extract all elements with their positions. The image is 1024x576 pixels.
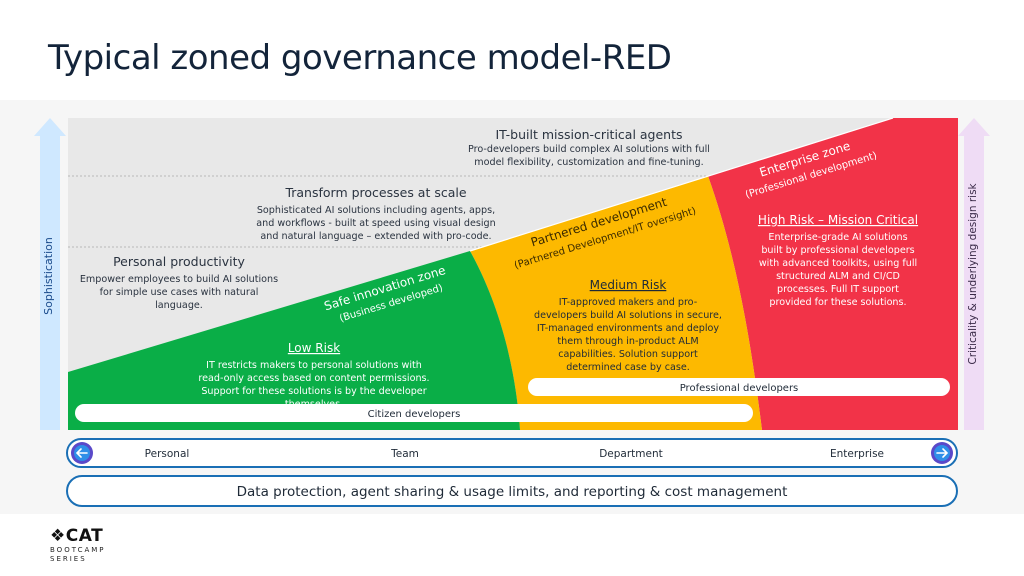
tier-transform-heading: Transform processes at scale bbox=[284, 185, 466, 200]
scale-label: Enterprise bbox=[830, 448, 884, 460]
logo-sub-line: BOOTCAMP bbox=[50, 546, 106, 554]
tier-it-built-heading: IT-built mission-critical agents bbox=[495, 127, 682, 142]
slope-line bbox=[469, 118, 894, 252]
criticality-label: Criticality & underlying design risk bbox=[967, 182, 979, 364]
high-risk-line: Enterprise-grade AI solutions bbox=[768, 232, 907, 243]
low-risk-line: read-only access based on content permis… bbox=[198, 373, 429, 384]
medium-risk-line: developers build AI solutions in secure, bbox=[534, 310, 722, 321]
data-protection-label: Data protection, agent sharing & usage l… bbox=[237, 484, 788, 500]
low-risk-heading: Low Risk bbox=[288, 341, 340, 355]
tier-it-built-line: Pro-developers build complex AI solution… bbox=[468, 144, 710, 155]
arrow-left-icon bbox=[75, 448, 88, 458]
tier-personal-line: Empower employees to build AI solutions bbox=[80, 274, 278, 285]
scale-right-button[interactable] bbox=[931, 442, 953, 464]
high-risk-line: built by professional developers bbox=[761, 245, 914, 256]
medium-risk-line: determined case by case. bbox=[566, 362, 690, 373]
tier-transform-line: and workflows - built at speed using vis… bbox=[256, 218, 495, 229]
tier-transform-line: and natural language – extended with pro… bbox=[260, 231, 491, 242]
high-risk-line: structured ALM and CI/CD bbox=[776, 271, 900, 282]
page-title: Typical zoned governance model-RED bbox=[48, 38, 672, 78]
safe-zone bbox=[68, 251, 520, 430]
tier-it-built-line: model flexibility, customization and fin… bbox=[474, 157, 703, 168]
tier-transform-line: Sophisticated AI solutions including age… bbox=[257, 205, 495, 216]
scale-bar bbox=[66, 438, 958, 468]
enterprise-zone bbox=[708, 118, 958, 430]
medium-risk-line: capabilities. Solution support bbox=[558, 349, 698, 360]
medium-risk-line: them through in-product ALM bbox=[557, 336, 698, 347]
high-risk-line: with advanced toolkits, using full bbox=[759, 258, 917, 269]
high-risk-line: processes. Full IT support bbox=[777, 284, 899, 295]
partnered-zone bbox=[470, 176, 762, 430]
logo-text: CAT bbox=[65, 526, 104, 546]
logo-sub-line: SERIES bbox=[50, 555, 87, 563]
tier-personal-line: for simple use cases with natural bbox=[100, 287, 259, 298]
arrow-right-icon bbox=[936, 448, 949, 458]
sophistication-label: Sophistication bbox=[42, 237, 55, 315]
scale-left-button[interactable] bbox=[71, 442, 93, 464]
high-risk-line: provided for these solutions. bbox=[769, 297, 906, 308]
criticality-arrow bbox=[958, 118, 990, 430]
professional-developers-label: Professional developers bbox=[680, 383, 799, 394]
data-protection-bar bbox=[66, 475, 958, 507]
medium-risk-line: IT-approved makers and pro- bbox=[559, 297, 697, 308]
tier-personal-line: language. bbox=[155, 300, 203, 311]
citizen-developers-label: Citizen developers bbox=[368, 409, 461, 420]
cat-bootcamp-logo: ❖CAT BOOTCAMP SERIES bbox=[50, 526, 106, 564]
tier-personal-heading: Personal productivity bbox=[113, 254, 245, 269]
scale-label: Team bbox=[390, 448, 419, 460]
high-risk-heading: High Risk – Mission Critical bbox=[758, 213, 918, 227]
citizen-developers-pill bbox=[75, 404, 753, 422]
scale-label: Department bbox=[599, 448, 663, 460]
logo-mark: ❖CAT bbox=[50, 526, 106, 546]
paw-icon: ❖ bbox=[50, 526, 66, 546]
professional-developers-pill bbox=[528, 378, 950, 396]
sophistication-arrow bbox=[34, 118, 66, 430]
medium-risk-heading: Medium Risk bbox=[590, 278, 667, 292]
scale-label: Personal bbox=[145, 448, 190, 460]
low-risk-line: IT restricts makers to personal solution… bbox=[206, 360, 422, 371]
medium-risk-line: IT-managed environments and deploy bbox=[537, 323, 719, 334]
low-risk-line: Support for these solutions is by the de… bbox=[201, 386, 426, 397]
